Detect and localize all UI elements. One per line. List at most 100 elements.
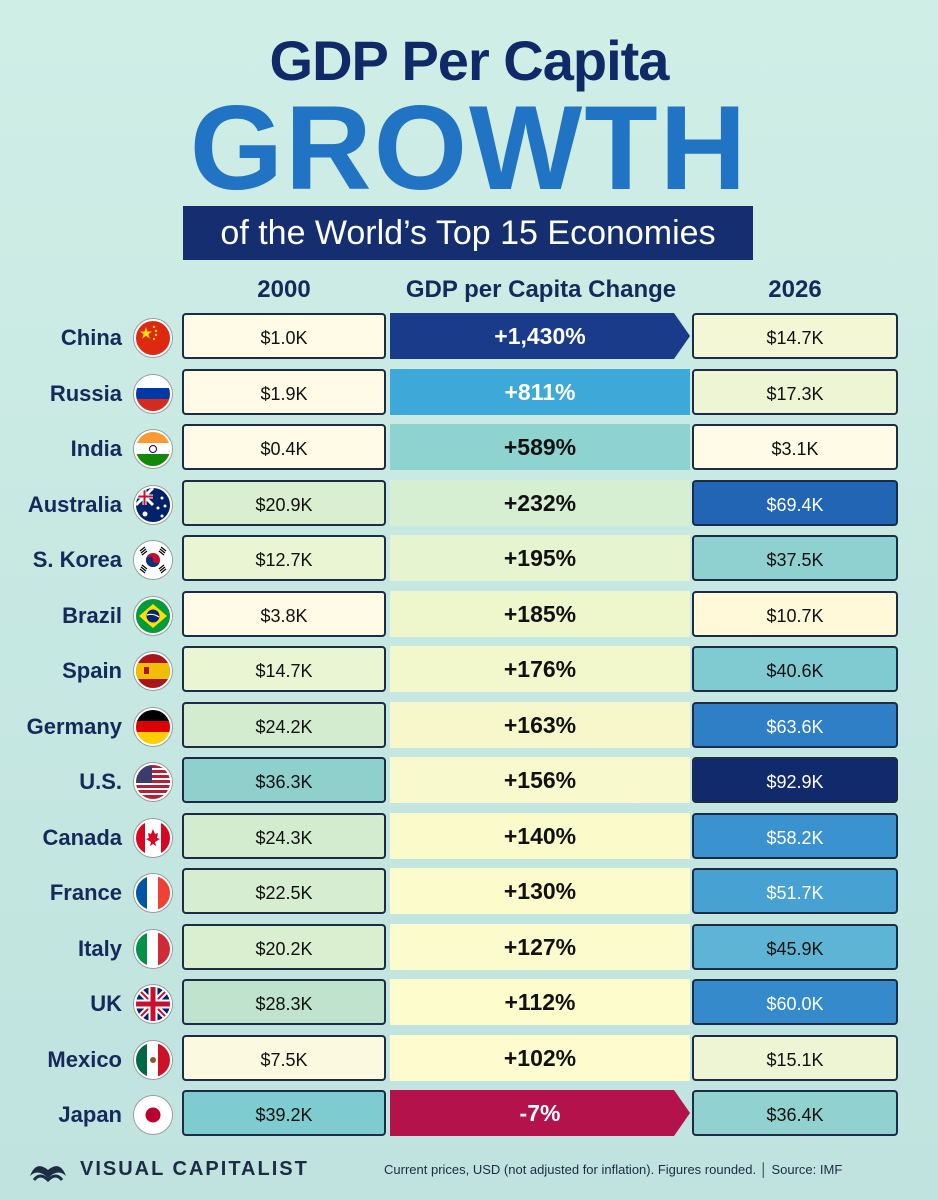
change-label: +140% — [503, 822, 577, 849]
change-label: -7% — [519, 1100, 561, 1126]
china-flag-icon — [134, 319, 172, 357]
value-2000-cell: $14.7K — [182, 646, 386, 692]
change-label: +811% — [504, 378, 576, 405]
australia-flag-icon — [134, 485, 172, 524]
value-2026-cell: $58.2K — [692, 812, 898, 859]
table-row: Italy $20.2K +127% $45.9K — [0, 923, 938, 980]
column-header-change: GDP per Capita Change — [405, 276, 677, 303]
change-bar: +130% — [390, 868, 690, 914]
value-2000-cell: $20.2K — [182, 923, 386, 970]
value-2026-cell: $51.7K — [692, 868, 898, 914]
chart-title-line1: GDP Per Capita — [269, 29, 670, 92]
change-bar-shape — [390, 368, 690, 415]
mexico-flag-icon — [134, 1040, 172, 1079]
change-label: +127% — [503, 933, 577, 960]
table-row: Russia $1.9K +811% $17.3K — [0, 368, 938, 425]
change-bar-shape — [390, 590, 690, 637]
value-2000-cell: $20.9K — [182, 479, 386, 526]
value-2000-cell: $1.0K — [182, 313, 386, 359]
table-row: France $22.5K +130% $51.7K — [0, 868, 938, 924]
change-bar-shape — [390, 757, 690, 803]
change-bar-shape — [390, 923, 690, 970]
value-2026-cell: $60.0K — [692, 979, 898, 1025]
chart-title-line2: GROWTH — [189, 81, 749, 215]
column-header-2000: 2000 — [257, 276, 311, 303]
table-row: Canada $24.3K +140% $58.2K — [0, 812, 938, 869]
change-bar: +163% — [390, 701, 690, 748]
change-bar: +140% — [390, 812, 690, 859]
change-bar: +1,430% — [390, 313, 690, 359]
value-2026-cell: $3.1K — [692, 424, 898, 470]
italy-flag-icon — [134, 929, 172, 968]
change-bar: +156% — [390, 757, 690, 803]
value-2000-cell: $24.3K — [182, 812, 386, 859]
country-label: UK — [90, 991, 122, 1016]
change-bar-shape — [390, 535, 690, 581]
change-bar-shape — [390, 812, 690, 859]
change-bar-shape — [390, 979, 690, 1025]
country-label: Australia — [27, 491, 122, 517]
japan-flag-icon — [134, 1096, 172, 1134]
value-2000-cell: $7.5K — [182, 1034, 386, 1081]
value-2026-cell: $40.6K — [692, 646, 898, 692]
footer-source-note: Current prices, USD (not adjusted for in… — [384, 1162, 843, 1177]
value-2000-cell: $1.9K — [182, 368, 386, 415]
country-label: India — [70, 436, 122, 461]
change-bar: +195% — [390, 535, 690, 581]
change-label: +232% — [503, 489, 577, 516]
country-label: Russia — [49, 380, 122, 406]
change-bar-shape — [390, 424, 690, 470]
germany-flag-icon — [134, 707, 172, 746]
table-row: Japan $39.2K -7% $36.4K — [0, 1090, 938, 1146]
value-2026-cell: $15.1K — [692, 1034, 898, 1081]
india-flag-icon — [134, 430, 172, 468]
value-2026-cell: $37.5K — [692, 535, 898, 581]
france-flag-icon — [134, 874, 172, 912]
change-bar: +112% — [390, 979, 690, 1025]
country-label: U.S. — [79, 769, 122, 794]
change-bar-shape — [390, 1034, 690, 1081]
change-bar-shape — [390, 1090, 690, 1136]
country-label: China — [60, 325, 122, 350]
change-bar-shape — [390, 701, 690, 748]
country-label: Germany — [26, 713, 122, 739]
change-label: +195% — [503, 545, 577, 571]
change-bar: +811% — [390, 368, 690, 415]
value-2026-cell: $45.9K — [692, 923, 898, 970]
value-2000-cell: $28.3K — [182, 979, 386, 1025]
column-header-2026: 2026 — [768, 276, 822, 303]
change-label: +163% — [503, 711, 577, 738]
value-2026-cell: $10.7K — [692, 590, 898, 637]
table-row: U.S. $36.3K +156% $92.9K — [0, 757, 938, 813]
change-bar: +102% — [390, 1034, 690, 1081]
country-label: Japan — [58, 1102, 122, 1127]
value-2000-cell: $24.2K — [182, 701, 386, 748]
country-label: S. Korea — [32, 547, 122, 572]
value-2026-cell: $69.4K — [692, 479, 898, 526]
us-flag-icon — [134, 763, 172, 801]
table-row: S. Korea $12.7K +195% $37.5K — [0, 535, 938, 591]
visual-capitalist-logo-icon — [28, 1156, 68, 1186]
country-label: Mexico — [47, 1046, 122, 1072]
change-label: +176% — [503, 656, 577, 682]
table-row: Australia $20.9K +232% $69.4K — [0, 479, 938, 536]
value-2026-cell: $92.9K — [692, 757, 898, 803]
change-label: +589% — [503, 434, 577, 460]
value-2000-cell: $36.3K — [182, 757, 386, 803]
value-2026-cell: $14.7K — [692, 313, 898, 359]
country-label: Canada — [42, 824, 122, 850]
change-bar: -7% — [390, 1090, 690, 1136]
change-bar-shape — [390, 313, 690, 359]
change-bar: +589% — [390, 424, 690, 470]
chart-subtitle: of the World’s Top 15 Economies — [183, 206, 753, 260]
change-bar: +185% — [390, 590, 690, 637]
change-bar: +232% — [390, 479, 690, 526]
spain-flag-icon — [134, 652, 172, 690]
country-label: Spain — [62, 658, 122, 683]
change-bar-shape — [390, 868, 690, 914]
value-2000-cell: $22.5K — [182, 868, 386, 914]
brazil-flag-icon — [134, 596, 172, 635]
change-label: +1,430% — [494, 323, 586, 349]
change-bar-shape — [390, 646, 690, 692]
value-2000-cell: $3.8K — [182, 590, 386, 637]
